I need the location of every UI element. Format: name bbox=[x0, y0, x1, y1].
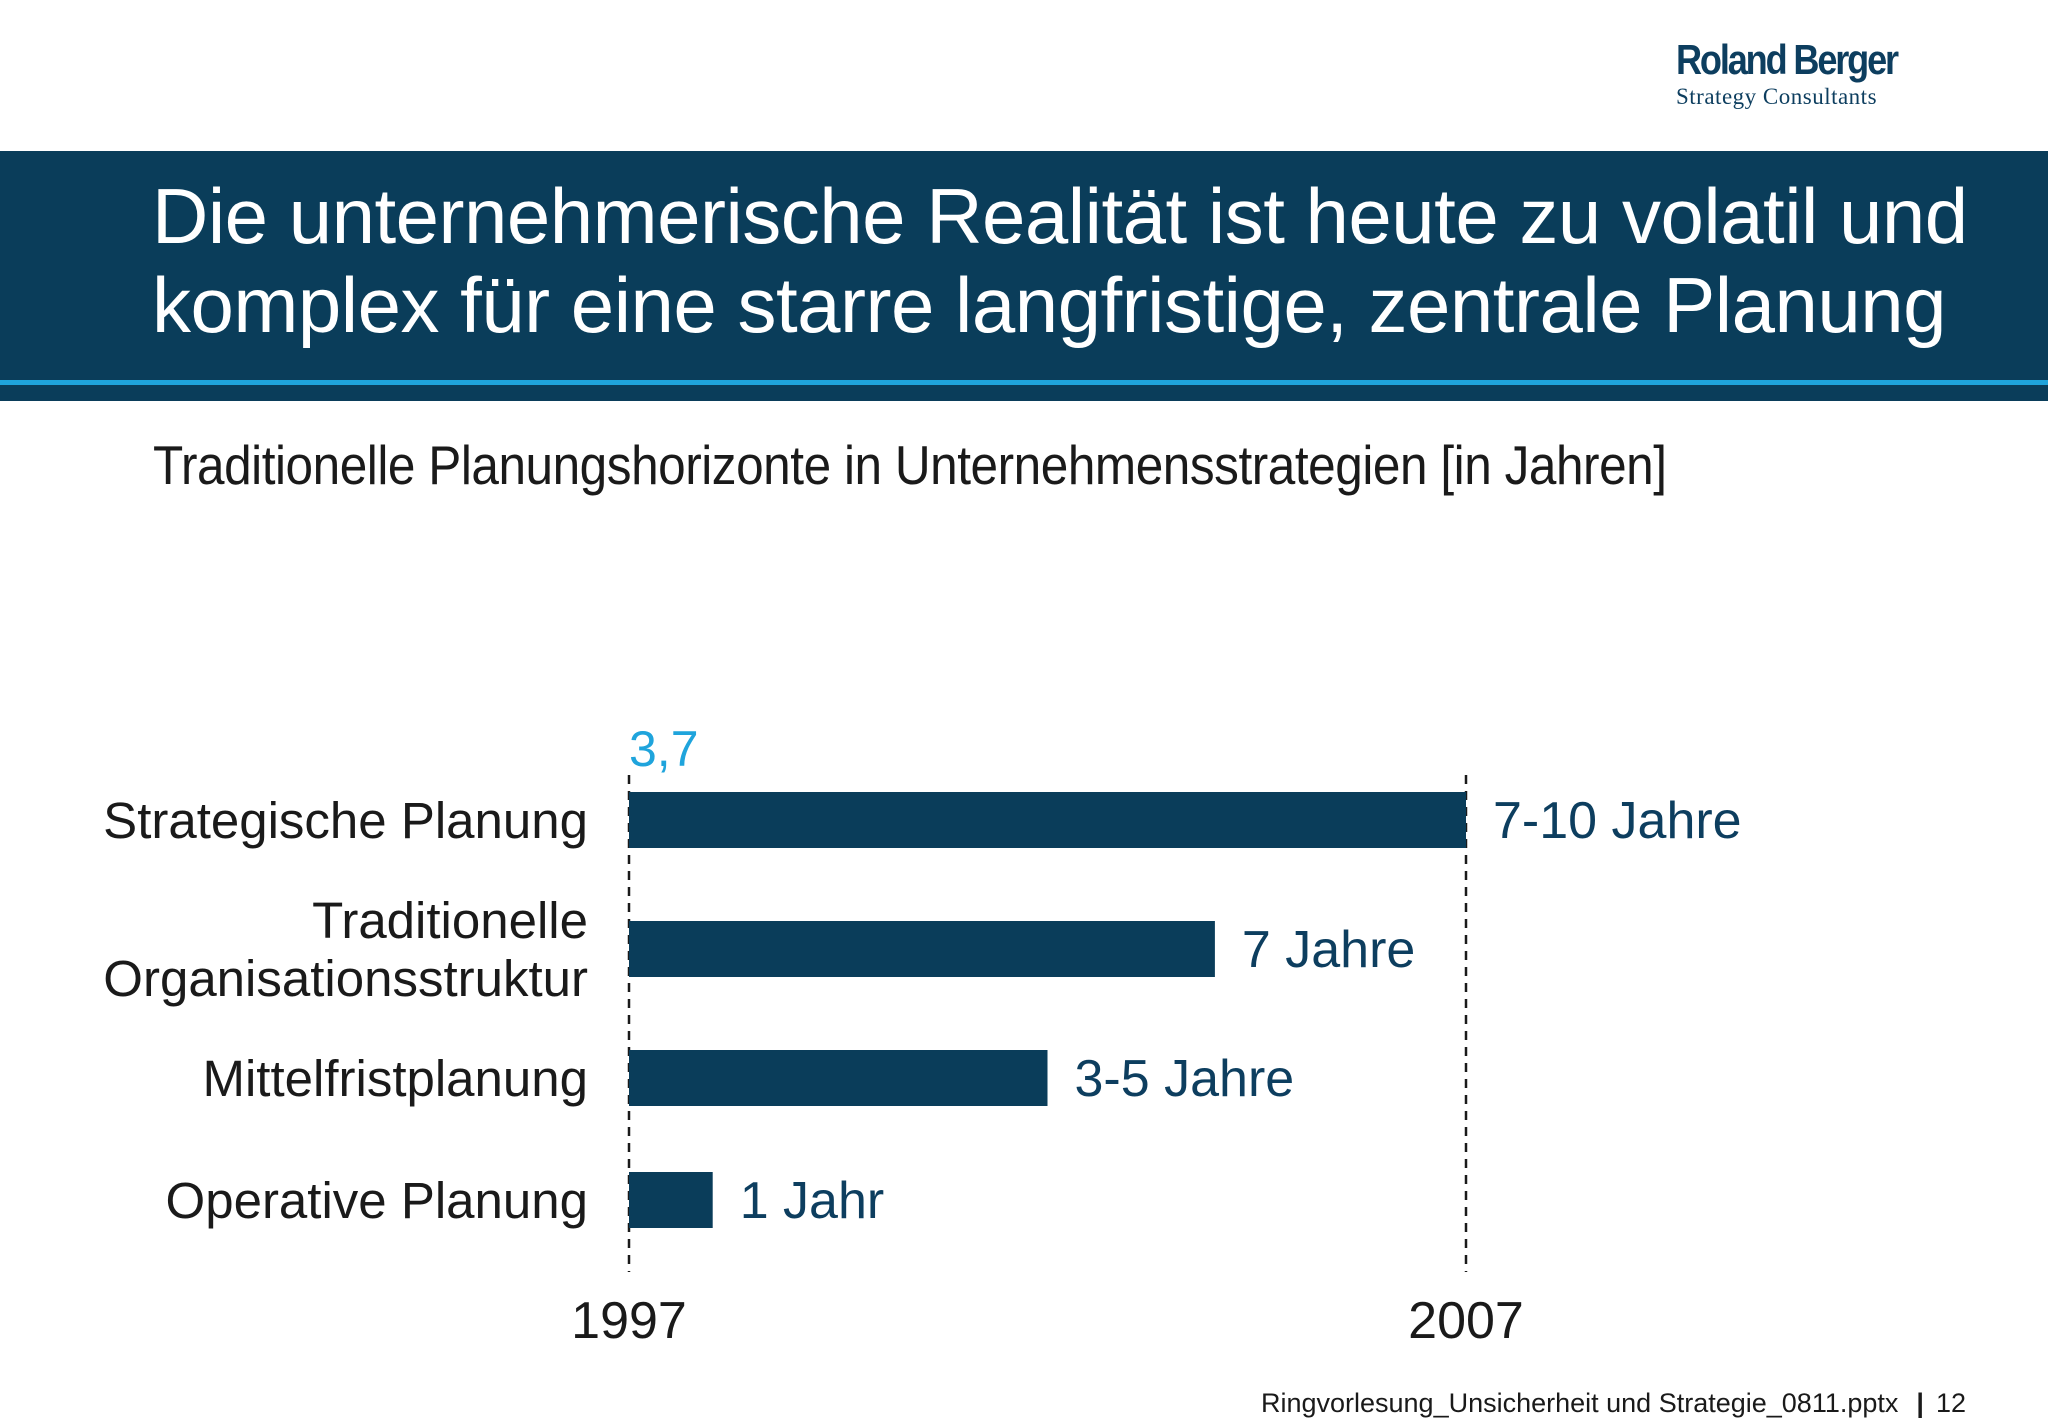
slide-title: Die unternehmerische Realität ist heute … bbox=[152, 172, 1968, 349]
banner-accent-line bbox=[0, 380, 2048, 385]
bar-value-label-1: 7-10 Jahre bbox=[1493, 792, 1742, 850]
bar-value-label-3: 3-5 Jahre bbox=[1075, 1050, 1295, 1108]
chart-subtitle: Traditionelle Planungshorizonte in Unter… bbox=[153, 434, 1667, 496]
title-banner bbox=[0, 151, 2048, 401]
bar-1 bbox=[629, 792, 1466, 848]
bar-2 bbox=[629, 921, 1215, 977]
page-number: 12 bbox=[1935, 1388, 1966, 1418]
slide-footer: Ringvorlesung_Unsicherheit und Strategie… bbox=[1261, 1388, 1966, 1418]
category-label-3: Mittelfristplanung bbox=[202, 1050, 588, 1107]
reference-value-label: 3,7 bbox=[629, 721, 699, 777]
x-tick-label-1: 1997 bbox=[571, 1292, 687, 1350]
category-label-4: Operative Planung bbox=[166, 1172, 588, 1229]
bar-3 bbox=[629, 1050, 1048, 1106]
category-label-1: Strategische Planung bbox=[103, 792, 588, 849]
logo-wordmark: Roland Berger bbox=[1676, 36, 1899, 83]
roland-berger-logo: Roland Berger Strategy Consultants bbox=[1676, 36, 1936, 110]
footer-filename: Ringvorlesung_Unsicherheit und Strategie… bbox=[1260, 1388, 1899, 1418]
footer-separator: | bbox=[1916, 1388, 1924, 1418]
logo-tagline: Strategy Consultants bbox=[1676, 84, 1878, 109]
bar-4 bbox=[629, 1172, 713, 1228]
category-label-2: Traditionelle Organisationsstruktur bbox=[103, 892, 588, 1007]
bar-value-label-2: 7 Jahre bbox=[1242, 921, 1415, 979]
bar-value-label-4: 1 Jahr bbox=[740, 1172, 885, 1230]
x-tick-label-2: 2007 bbox=[1408, 1292, 1524, 1350]
